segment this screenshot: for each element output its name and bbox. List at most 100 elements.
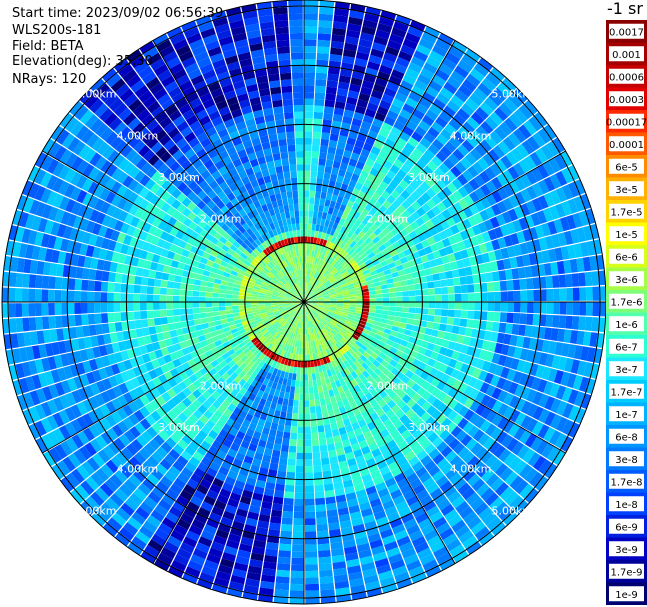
range-gate-cell <box>257 368 265 376</box>
range-gate-cell <box>424 443 436 455</box>
range-gate-cell <box>465 492 480 506</box>
range-gate-cell <box>457 382 468 394</box>
range-gate-cell <box>462 169 474 182</box>
range-gate-cell <box>359 278 367 284</box>
range-gate-cell <box>471 130 484 144</box>
range-gate-cell <box>154 228 164 238</box>
range-gate-cell <box>412 506 426 518</box>
range-gate-cell <box>163 139 176 151</box>
range-gate-cell <box>238 298 245 302</box>
range-gate-cell <box>153 294 160 302</box>
range-gate-cell <box>336 293 343 297</box>
range-gate-cell <box>499 121 513 136</box>
range-gate-cell <box>534 475 549 491</box>
range-gate-cell <box>343 228 351 236</box>
range-gate-cell <box>408 153 420 164</box>
range-gate-cell <box>426 56 441 69</box>
range-gate-cell <box>261 355 269 363</box>
range-gate-cell <box>403 518 418 530</box>
range-gate-cell <box>201 322 209 330</box>
range-gate-cell <box>483 219 494 231</box>
range-gate-cell <box>132 122 146 135</box>
range-gate-cell <box>284 358 289 366</box>
range-gate-cell <box>517 267 526 279</box>
range-gate-cell <box>322 278 329 285</box>
range-gate-cell <box>276 477 286 485</box>
range-gate-cell <box>320 351 326 359</box>
range-gate-cell <box>318 315 324 321</box>
range-gate-cell <box>73 215 84 229</box>
range-gate-cell <box>232 240 241 249</box>
range-gate-cell <box>226 313 234 319</box>
range-gate-cell <box>323 350 328 358</box>
range-gate-cell <box>310 263 314 271</box>
range-gate-cell <box>184 445 196 456</box>
range-gate-cell <box>258 306 266 310</box>
range-gate-cell <box>140 210 151 222</box>
range-gate-cell <box>381 314 389 320</box>
range-gate-cell <box>439 110 452 123</box>
range-gate-cell <box>567 198 579 214</box>
range-gate-cell <box>322 293 330 297</box>
range-gate-cell <box>344 191 352 200</box>
range-gate-cell <box>454 459 467 473</box>
range-gate-cell <box>402 307 409 313</box>
range-gate-cell <box>46 415 59 431</box>
range-gate-cell <box>310 327 315 334</box>
range-gate-cell <box>299 380 304 388</box>
range-gate-cell <box>148 269 157 279</box>
range-gate-cell <box>312 125 322 133</box>
range-gate-cell <box>289 352 294 360</box>
range-gate-cell <box>71 156 84 171</box>
range-gate-cell <box>478 506 493 521</box>
range-gate-cell <box>247 565 262 575</box>
range-gate-cell <box>139 501 154 515</box>
range-gate-cell <box>206 518 220 529</box>
range-gate-cell <box>197 219 207 229</box>
range-gate-cell <box>347 395 355 404</box>
range-gate-cell <box>143 149 155 162</box>
range-gate-cell <box>426 405 437 416</box>
range-gate-cell <box>266 263 274 270</box>
range-gate-cell <box>113 121 127 136</box>
range-gate-cell <box>61 315 69 328</box>
range-gate-cell <box>268 408 276 417</box>
range-gate-cell <box>362 341 371 348</box>
range-gate-cell <box>561 419 574 435</box>
range-gate-cell <box>315 372 321 380</box>
range-gate-cell <box>204 246 213 255</box>
range-gate-cell <box>562 403 574 419</box>
range-gate-cell <box>408 62 423 74</box>
range-gate-cell <box>507 291 514 302</box>
range-gate-cell <box>89 118 104 133</box>
range-gate-cell <box>421 32 437 45</box>
range-gate-cell <box>532 391 543 406</box>
range-gate-cell <box>248 422 257 431</box>
range-gate-cell <box>314 317 320 324</box>
range-gate-cell <box>308 291 313 298</box>
range-gate-cell <box>375 305 383 310</box>
range-gate-cell <box>126 225 136 237</box>
range-gate-cell <box>101 271 110 282</box>
range-gate-cell <box>161 324 170 332</box>
range-gate-cell <box>287 324 293 332</box>
range-gate-cell <box>158 340 167 349</box>
range-gate-cell <box>427 315 435 322</box>
range-gate-cell <box>291 286 297 292</box>
range-gate-cell <box>239 266 247 273</box>
range-gate-cell <box>287 317 293 324</box>
range-gate-cell <box>234 480 246 490</box>
range-gate-cell <box>147 243 157 254</box>
range-gate-cell <box>60 440 73 456</box>
range-gate-cell <box>299 387 304 394</box>
range-gate-cell <box>168 323 176 331</box>
range-gate-cell <box>490 374 501 387</box>
range-gate-cell <box>472 429 485 442</box>
range-gate-cell <box>247 384 255 393</box>
range-gate-cell <box>122 175 134 188</box>
range-gate-cell <box>211 195 221 205</box>
range-gate-cell <box>381 144 392 154</box>
range-gate-cell <box>221 460 232 470</box>
range-gate-cell <box>544 411 556 427</box>
range-gate-cell <box>34 289 42 302</box>
